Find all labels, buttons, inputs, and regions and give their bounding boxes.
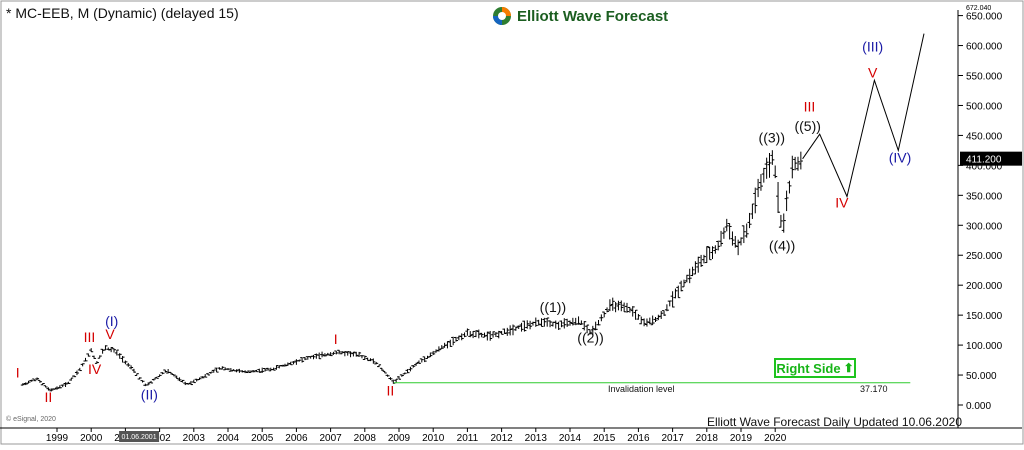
y-tick-label: 450.000	[966, 131, 1003, 142]
x-tick-label: 2007	[319, 433, 342, 444]
x-tick-label: 2018	[696, 433, 719, 444]
x-tick-label: 1999	[46, 433, 69, 444]
price-bars	[20, 150, 803, 392]
wave-label: ((4))	[769, 237, 795, 253]
x-tick-label: 2011	[457, 433, 479, 444]
y-tick-label: 600.000	[966, 42, 1003, 53]
wave-label: (III)	[862, 39, 883, 55]
footer-text: Elliott Wave Forecast Daily Updated 10.0…	[706, 415, 962, 429]
x-tick-label: 2019	[730, 433, 753, 444]
y-tick-label: 400.000	[966, 161, 1003, 172]
up-arrow-icon: ⬆	[843, 361, 854, 375]
brand-name: Elliott Wave Forecast	[517, 7, 669, 25]
invalidation-label: Invalidation level	[608, 384, 675, 394]
wave-label: II	[387, 382, 395, 398]
x-tick-label: 2008	[354, 433, 377, 444]
right-side-label: Right Side	[776, 360, 841, 376]
wave-label: II	[45, 389, 53, 405]
invalidation-value: 37.170	[860, 384, 888, 394]
wave-label: V	[105, 326, 115, 342]
wave-label: I	[16, 364, 20, 380]
y-tick-label: 300.000	[966, 221, 1003, 232]
y-tick-label: 350.000	[966, 191, 1003, 202]
wave-label: (I)	[105, 313, 118, 329]
cursor-date-label: 01.06.2001	[122, 434, 157, 441]
brand-logo: Elliott Wave Forecast	[492, 5, 668, 27]
wave-label: IV	[835, 194, 849, 210]
y-top-label: 672.040	[966, 5, 991, 12]
wave-label: ((5))	[794, 118, 820, 134]
right-side-badge: Right Side ⬆	[774, 358, 856, 378]
x-tick-label: 2012	[490, 433, 513, 444]
chart-title: * MC-EEB, M (Dynamic) (delayed 15)	[6, 5, 239, 21]
x-tick-label: 2002	[148, 433, 171, 444]
y-tick-label: 550.000	[966, 72, 1003, 83]
y-tick-label: 200.000	[966, 281, 1003, 292]
wave-label: III	[804, 98, 816, 114]
x-tick-label: 2004	[217, 433, 240, 444]
wave-label: ((1))	[540, 299, 566, 315]
x-tick-label: 2017	[661, 433, 684, 444]
wave-label: ((2))	[577, 330, 603, 346]
x-tick-label: 2013	[525, 433, 548, 444]
y-tick-label: 0.000	[966, 401, 991, 412]
wave-label: (II)	[141, 387, 158, 403]
x-tick-label: 2010	[422, 433, 445, 444]
copyright-text: © eSignal, 2020	[6, 416, 56, 423]
wave-label: V	[868, 64, 878, 80]
projection-path	[802, 33, 925, 199]
y-tick-label: 150.000	[966, 311, 1003, 322]
x-tick-label: 2006	[285, 433, 308, 444]
x-tick-label: 2016	[627, 433, 650, 444]
x-tick-label: 2000	[80, 433, 103, 444]
wave-label: ((3))	[759, 130, 785, 146]
x-tick-label: 2005	[251, 433, 274, 444]
x-tick-label: 2015	[593, 433, 616, 444]
last-price-box	[960, 151, 1022, 166]
wave-label: I	[334, 331, 338, 347]
cursor-date-box	[119, 431, 160, 442]
y-tick-label: 100.000	[966, 341, 1003, 352]
x-tick-label: 2009	[388, 433, 411, 444]
y-tick-label: 50.000	[966, 371, 997, 382]
x-tick-label: 2020	[764, 433, 787, 444]
y-tick-label: 650.000	[966, 12, 1003, 23]
y-tick-label: 250.000	[966, 251, 1003, 262]
wave-label: (IV)	[889, 149, 912, 165]
x-tick-label: 2014	[559, 433, 582, 444]
wave-label: IV	[88, 361, 102, 377]
x-tick-label: 2003	[183, 433, 206, 444]
last-price-label: 411.200	[966, 155, 1002, 166]
y-tick-label: 500.000	[966, 101, 1003, 112]
wave-label: III	[84, 329, 96, 345]
brand-mark-icon	[493, 7, 511, 25]
